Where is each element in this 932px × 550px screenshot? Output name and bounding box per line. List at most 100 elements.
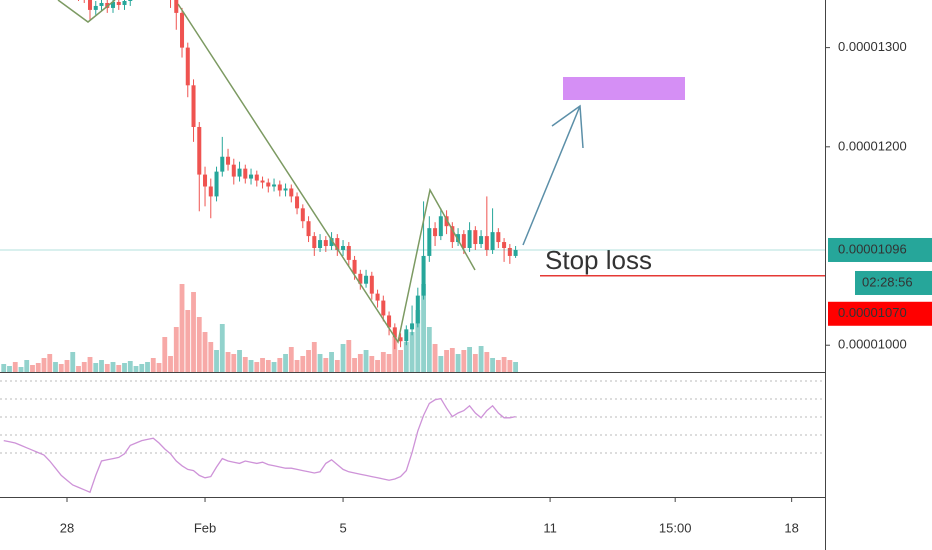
volume-bar (380, 352, 386, 372)
candle-body (513, 249, 518, 256)
candle-body (87, 0, 93, 10)
candle-body (110, 1, 116, 8)
candle-body (358, 273, 363, 284)
y-tick-label: 0.00001200 (838, 138, 907, 153)
candle-body (272, 184, 277, 187)
candle-body (93, 5, 98, 10)
y-tick-label: 0.00001300 (838, 39, 907, 54)
volume-layer (1, 284, 519, 372)
candle-body (427, 228, 432, 256)
volume-bar (392, 337, 398, 372)
volume-bar (225, 352, 231, 372)
volume-bar (484, 352, 490, 372)
candle-body (398, 337, 403, 342)
volume-bar (81, 362, 87, 372)
candle-body (300, 208, 305, 222)
candle-body (254, 174, 259, 181)
candle-body (381, 300, 386, 316)
volume-bar (93, 363, 99, 372)
candle-body (335, 238, 340, 250)
volume-bar (214, 350, 219, 372)
volume-bar (185, 310, 191, 372)
candle-body (122, 0, 127, 5)
volume-bar (116, 365, 122, 372)
volume-bar (231, 354, 237, 372)
volume-bar (133, 366, 139, 372)
volume-bar (311, 342, 317, 372)
volume-bar (76, 366, 81, 372)
volume-bar (30, 365, 35, 372)
volume-bar (168, 356, 173, 372)
candle-body (444, 216, 449, 227)
volume-bar (179, 284, 185, 372)
candle-body (375, 293, 380, 301)
candle-body (364, 275, 369, 284)
candle-body (231, 164, 236, 177)
candle-body (490, 232, 495, 250)
volume-bar (156, 363, 162, 372)
candle-body (479, 236, 484, 245)
candle-body (99, 2, 104, 6)
volume-bar (421, 284, 426, 372)
volume-bar (12, 362, 18, 372)
volume-bar (219, 324, 225, 372)
candle-body (461, 234, 466, 248)
volume-bar (323, 358, 329, 372)
volume-bar (145, 362, 150, 372)
volume-bar (70, 352, 76, 372)
volume-bar (455, 354, 461, 372)
candle-body (404, 329, 409, 342)
candle-body (277, 184, 282, 191)
volume-bar (150, 358, 156, 372)
volume-bar (104, 364, 110, 372)
candle-body (243, 168, 248, 179)
candle-body (249, 174, 254, 179)
volume-bar (340, 344, 346, 372)
stop-loss-label: 0.00001070 (838, 305, 907, 320)
candle-body (421, 255, 426, 296)
volume-bar (426, 327, 432, 372)
candle-body (214, 171, 219, 197)
candle-body (260, 180, 265, 183)
candle-body (306, 221, 311, 237)
volume-bar (472, 354, 478, 372)
candle-body (203, 174, 208, 187)
volume-bar (495, 360, 501, 372)
volume-bar (208, 342, 214, 372)
volume-bar (461, 350, 467, 372)
candle-body (433, 228, 438, 237)
candle-body (289, 188, 294, 197)
rsi-line (3, 397, 516, 494)
volume-bar (260, 358, 265, 372)
volume-bar (237, 350, 242, 372)
candle-body (502, 242, 507, 248)
candle-body (185, 47, 190, 86)
drawings (57, 0, 685, 344)
volume-bar (490, 358, 495, 372)
volume-bar (7, 366, 12, 372)
candle-body (197, 126, 202, 175)
volume-bar (110, 362, 116, 372)
arrow-head (551, 104, 584, 149)
candle-body (473, 230, 478, 245)
volume-bar (369, 356, 375, 372)
volume-bar (317, 354, 323, 372)
volume-bar (24, 360, 30, 372)
volume-bar (47, 354, 53, 372)
x-tick-label: 5 (339, 520, 346, 535)
x-tick-label: Feb (194, 520, 216, 535)
volume-bar (398, 350, 403, 372)
candle-body (456, 234, 461, 243)
candle-body (438, 216, 443, 237)
candle-body (484, 236, 489, 250)
volume-bar (127, 361, 133, 372)
volume-bar (242, 357, 248, 372)
x-tick-label: 11 (543, 520, 557, 535)
candle-body (329, 238, 334, 247)
volume-bar (386, 354, 392, 372)
volume-bar (173, 327, 179, 372)
volume-bar (122, 363, 127, 372)
candle-body (191, 85, 196, 127)
candle-body (283, 188, 288, 191)
